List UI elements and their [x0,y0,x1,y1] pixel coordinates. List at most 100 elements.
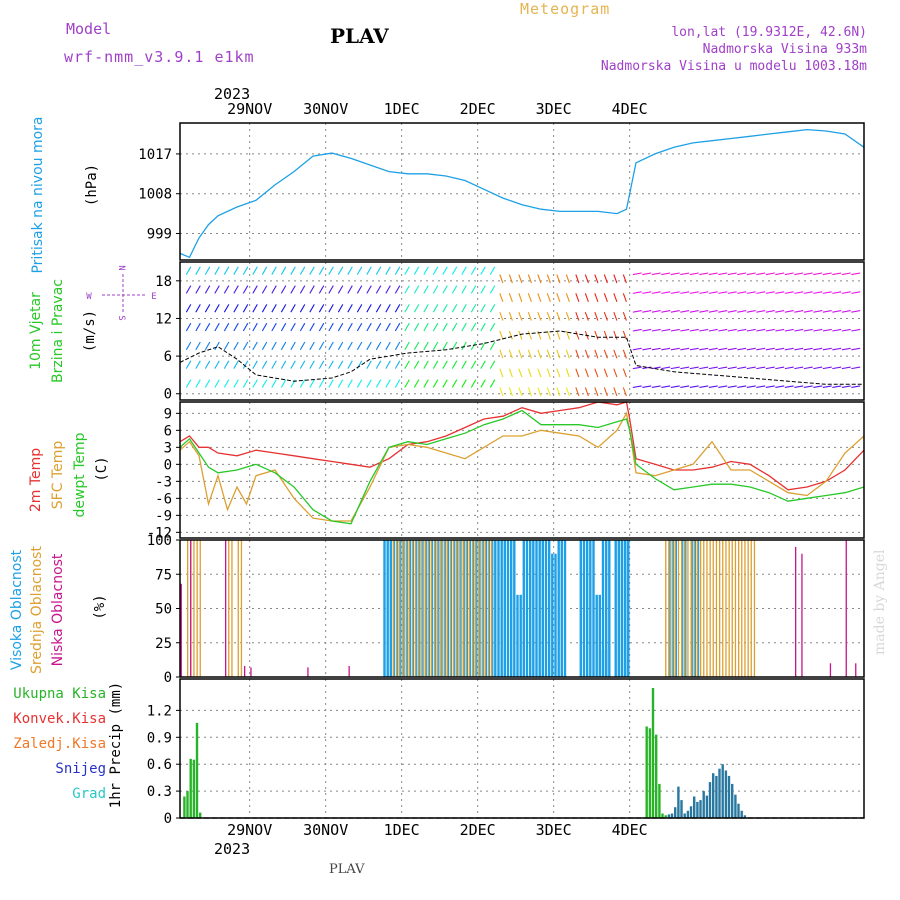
wind-barb [670,272,680,276]
mid_cloud-bar [231,540,233,677]
wind-barb [261,341,268,351]
wind-barb [699,328,709,332]
wind-barb [737,347,747,351]
high_cloud-bar [563,540,567,677]
precip-y-tick-label: 0.6 [147,757,172,773]
wind-barb [252,285,258,294]
wind-barb [442,285,448,294]
wind-barb [242,304,249,313]
x-tick-label-bottom: 2DEC [460,821,496,839]
wind-barb [680,291,690,294]
wind-barb [813,347,823,351]
wind-barb [185,285,192,294]
model-elevation-label: Nadmorska Visina u modelu 1003.18m [600,59,867,74]
wind-barb [661,328,671,332]
wind-barb [195,285,201,294]
snow-bar [721,764,724,818]
wind-barb [613,387,618,397]
wind-barb [803,310,813,313]
wind-barb [784,291,794,294]
model-label: Model [66,20,112,38]
wind-barb [565,330,570,340]
wind-barb [432,285,439,294]
wind-barb [680,366,690,370]
wind-title-label-1: 10m Vjetar [28,292,44,370]
low_cloud-bar [180,583,182,677]
mid_cloud-bar [456,540,458,677]
mid_cloud-bar [399,540,401,677]
wind-barb [309,304,315,313]
temp-y-tick-label: 3 [164,440,172,456]
wind-barb [233,360,239,369]
wind-barb [803,291,813,294]
wind-barb [651,272,661,276]
wind-barb [461,360,467,369]
total_precip-bar [655,734,658,818]
wind-barb [233,322,239,332]
wind-barb [803,347,813,351]
wind-barb [366,379,372,388]
wind-axis-label: (m/s) [82,310,98,352]
wind-barb [565,311,570,321]
panel-frame [179,678,865,819]
wind-barb [195,266,201,275]
high_cloud-bar [541,540,544,677]
wind-barb [737,366,747,370]
temp-y-tick-label: 6 [164,423,172,439]
wind-barb [575,387,580,397]
wind-barb [775,366,785,370]
mid_cloud-bar [491,540,493,677]
wind-barb [223,322,230,332]
dewpt-legend-label: dewpt Temp [72,432,88,517]
wind-barb [470,360,477,369]
wind-barb [233,266,239,275]
wind-barb [746,328,756,332]
wind-barb [252,341,258,351]
wind-barb [404,360,410,369]
wind-barb [851,366,861,370]
wind-barb [356,341,363,351]
total_precip-bar [661,813,664,818]
wind-barb [252,304,258,313]
wind-barb [851,328,861,332]
wind-barb [537,368,542,378]
wind-barb [223,266,230,275]
high_cloud-bar [529,540,532,677]
wind-barb [356,304,363,313]
wind-barb [290,304,296,313]
mid_cloud-bar [703,540,705,677]
wind-barb [813,328,823,332]
high_cloud-bar [516,594,519,677]
wind-barb [670,310,680,313]
wind-barb [204,304,211,313]
wind-barb [765,291,775,294]
low_cloud-bar [225,540,227,677]
wind-barb [318,379,325,388]
wind-barb [309,322,315,332]
temp-y-tick-label: -9 [155,508,172,524]
wind-barb [195,341,201,351]
wind-barb [565,293,570,302]
wind-barb [375,341,382,351]
meteogram-label: Meteogram [520,0,611,18]
wind-barb [556,311,561,321]
wind-barb [413,360,420,369]
wind-barb [661,310,671,313]
wind-barb [271,304,277,313]
wind-barb [499,274,504,284]
high_cloud-bar [525,540,529,677]
wind-barb [423,341,429,351]
wind-barb [622,368,627,378]
mid_cloud-bar [665,540,667,677]
wind-barb [451,322,458,332]
wind-barb [622,311,627,321]
wind-barb [328,266,334,275]
wind-barb [822,310,832,313]
high_cloud-bar [617,540,620,677]
panel-frame [179,122,865,261]
wind-barb [794,347,804,351]
wind-barb [280,285,287,294]
wind-barb [718,328,728,332]
wind-barb [480,322,486,332]
wind-barb [832,328,842,332]
